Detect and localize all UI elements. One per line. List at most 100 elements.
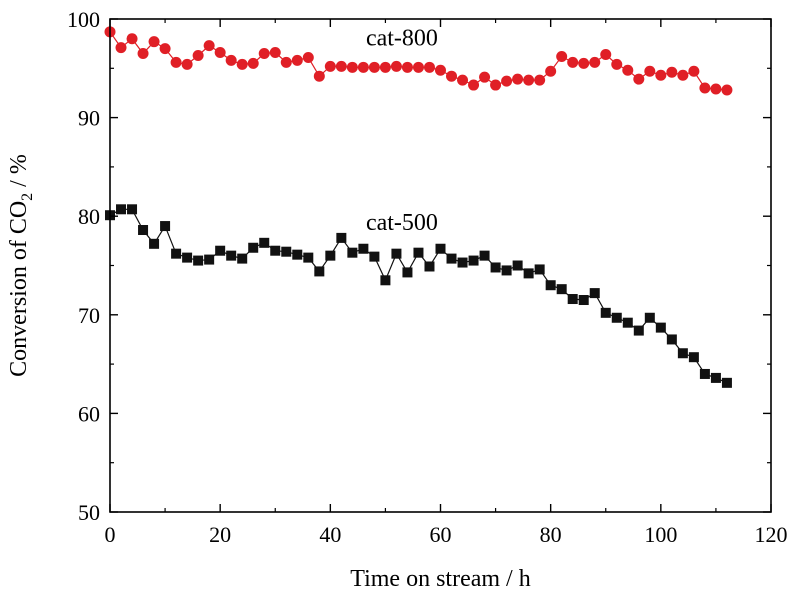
data-point-cat-800 [379,61,391,73]
data-point-cat-800 [721,84,733,96]
y-axis-title: Conversion of CO2 / % [6,154,36,377]
data-point-cat-800 [578,57,590,69]
data-point-cat-800 [357,61,369,73]
data-point-cat-500 [292,249,303,260]
y-tick-label: 100 [67,7,100,32]
data-point-cat-500 [336,232,347,243]
data-point-cat-500 [688,352,699,363]
data-point-cat-800 [545,65,557,77]
data-point-cat-500 [226,250,237,261]
data-point-cat-500 [710,372,721,383]
data-point-cat-800 [181,58,193,70]
data-point-cat-800 [479,71,491,83]
data-point-cat-500 [325,250,336,261]
y-tick-label: 50 [78,500,100,525]
data-point-cat-500 [193,255,204,266]
data-point-cat-500 [534,264,545,275]
data-point-cat-800 [159,43,171,55]
x-tick-label: 120 [755,522,788,547]
y-tick-label: 90 [78,106,100,131]
data-point-cat-500 [160,221,171,232]
data-point-cat-800 [258,48,270,60]
data-point-cat-500 [622,317,633,328]
data-point-cat-800 [390,60,402,72]
data-point-cat-800 [269,47,281,59]
data-point-cat-800 [556,50,568,62]
data-point-cat-800 [203,40,215,52]
data-point-cat-500 [490,262,501,273]
data-point-cat-500 [523,268,534,279]
data-point-cat-500 [358,243,369,254]
data-point-cat-800 [247,57,259,69]
data-point-cat-500 [369,251,380,262]
data-point-cat-500 [248,242,259,253]
data-point-cat-800 [412,61,424,73]
y-axis-title-subscript: 2 [19,193,36,201]
data-point-cat-500 [215,245,226,256]
data-point-cat-500 [182,252,193,263]
data-point-cat-500 [116,204,127,215]
series-layer: cat-800 cat-500 [104,26,733,388]
data-point-cat-500 [391,248,402,259]
data-point-cat-500 [479,250,490,261]
data-point-cat-800 [291,54,303,66]
data-point-cat-800 [446,70,458,82]
data-point-cat-500 [171,248,182,259]
data-point-cat-800 [137,48,149,60]
data-point-cat-500 [435,243,446,254]
data-point-cat-800 [192,49,204,61]
x-tick-label: 0 [105,522,116,547]
data-point-cat-500 [424,261,435,272]
data-point-cat-500 [413,247,424,258]
data-point-cat-800 [126,33,138,45]
data-point-cat-800 [148,36,160,48]
data-point-cat-500 [633,325,644,336]
data-point-cat-800 [468,79,480,91]
data-point-cat-500 [446,253,457,264]
data-point-cat-500 [666,334,677,345]
data-point-cat-800 [225,54,237,66]
data-point-cat-500 [259,237,270,248]
data-point-cat-500 [457,257,468,268]
data-point-cat-500 [347,247,358,258]
y-tick-label: 70 [78,303,100,328]
data-point-cat-500 [501,265,512,276]
data-point-cat-800 [677,69,689,81]
data-point-cat-800 [699,82,711,94]
data-point-cat-800 [214,47,226,59]
data-point-cat-500 [303,252,314,263]
data-point-cat-800 [600,48,612,60]
data-point-cat-800 [335,60,347,72]
data-point-cat-800 [611,58,623,70]
data-point-cat-800 [346,61,358,73]
data-point-cat-500 [281,246,292,257]
series-label-cat-800: cat-800 [366,26,438,52]
x-tick-label: 60 [430,522,452,547]
x-tick-label: 100 [644,522,677,547]
data-point-cat-500 [611,312,622,323]
data-point-cat-800 [236,58,248,70]
data-point-cat-800 [644,65,656,77]
data-point-cat-800 [401,61,413,73]
data-point-cat-500 [677,348,688,359]
data-point-cat-500 [314,266,325,277]
data-point-cat-800 [313,70,325,82]
x-tick-label: 40 [319,522,341,547]
data-point-cat-500 [721,377,732,388]
data-point-cat-500 [644,312,655,323]
data-point-cat-800 [280,56,292,68]
x-tick-label: 20 [209,522,231,547]
data-point-cat-500 [699,368,710,379]
data-point-cat-800 [567,56,579,68]
data-point-cat-800 [501,75,513,87]
y-axis-title-suffix: / % [6,154,32,193]
data-point-cat-800 [523,74,535,86]
data-point-cat-500 [149,238,160,249]
series-label-cat-500: cat-500 [366,210,438,236]
data-point-cat-500 [380,275,391,286]
data-point-cat-500 [402,267,413,278]
data-point-cat-800 [324,60,336,72]
data-point-cat-500 [270,245,281,256]
data-point-cat-500 [578,295,589,306]
data-point-cat-500 [138,225,149,236]
